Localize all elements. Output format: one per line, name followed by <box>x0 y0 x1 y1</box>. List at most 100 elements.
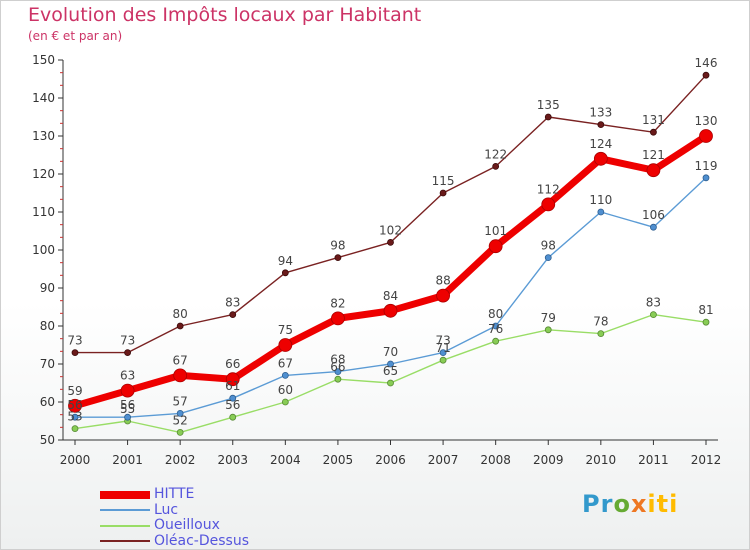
data-point-luc <box>176 409 184 417</box>
y-tick-label: 60 <box>40 395 55 409</box>
data-point-oleac-dessus <box>597 121 605 128</box>
x-tick-label: 2008 <box>480 453 511 467</box>
data-label-oleac-dessus: 73 <box>120 334 135 348</box>
data-label-oleac-dessus: 80 <box>173 307 188 321</box>
data-point-hitte <box>699 129 713 143</box>
data-label-hitte: 63 <box>120 369 135 383</box>
data-label-oleac-dessus: 73 <box>67 334 82 348</box>
data-point-oueilloux <box>650 311 657 319</box>
data-label-hitte: 75 <box>278 323 293 337</box>
logo-part-3: x <box>630 490 648 518</box>
data-point-oueilloux <box>702 318 710 326</box>
data-label-oueilloux: 55 <box>120 402 135 416</box>
y-tick-label: 80 <box>40 319 55 333</box>
data-label-oleac-dessus: 115 <box>432 174 455 188</box>
y-tick-label: 150 <box>32 53 55 67</box>
y-tick-label: 90 <box>40 281 55 295</box>
data-point-oueilloux <box>439 356 447 364</box>
data-point-oleac-dessus <box>702 71 710 79</box>
data-point-oleac-dessus <box>387 238 394 246</box>
logo-part-2: o <box>613 490 631 518</box>
data-label-oleac-dessus: 146 <box>695 56 718 70</box>
data-label-luc: 119 <box>695 159 718 173</box>
data-label-oleac-dessus: 133 <box>589 106 612 120</box>
data-label-oueilloux: 79 <box>541 311 556 325</box>
x-tick-label: 2003 <box>217 453 248 467</box>
data-label-oleac-dessus: 135 <box>537 98 560 112</box>
data-point-oleac-dessus <box>124 349 131 357</box>
data-point-oueilloux <box>387 379 394 387</box>
data-label-oueilloux: 52 <box>173 413 188 427</box>
data-point-hitte <box>173 368 188 383</box>
data-point-luc <box>492 322 500 330</box>
data-point-luc <box>71 413 79 421</box>
x-tick-label: 2001 <box>112 453 143 467</box>
data-point-hitte <box>646 163 661 178</box>
legend-label: Oueilloux <box>154 517 220 534</box>
logo-part-4: iti <box>647 490 679 518</box>
data-point-oueilloux <box>334 375 342 383</box>
data-label-oueilloux: 83 <box>646 296 661 310</box>
data-point-oueilloux <box>597 330 605 338</box>
data-point-oleac-dessus <box>492 162 500 170</box>
y-tick-label: 50 <box>40 433 55 447</box>
data-label-luc: 68 <box>330 353 345 367</box>
legend-swatch <box>100 490 150 499</box>
data-label-luc: 61 <box>225 379 240 393</box>
data-point-oueilloux <box>492 337 500 345</box>
logo-part-1: Pr <box>582 490 614 518</box>
legend-item: Oléac-Dessus <box>100 532 249 550</box>
data-point-oleac-dessus <box>650 128 657 136</box>
data-point-luc <box>702 174 710 182</box>
legend-item: Oueilloux <box>100 518 249 534</box>
legend-label: Oléac-Dessus <box>154 532 249 549</box>
legend-swatch <box>100 524 150 527</box>
data-label-luc: 67 <box>278 356 293 370</box>
x-tick-label: 2002 <box>165 453 196 467</box>
data-label-hitte: 88 <box>435 274 450 288</box>
data-label-oleac-dessus: 131 <box>642 113 665 127</box>
data-point-hitte <box>436 288 450 303</box>
data-label-hitte: 84 <box>383 289 398 303</box>
data-label-hitte: 66 <box>225 357 240 371</box>
data-point-hitte <box>383 303 398 318</box>
data-point-oleac-dessus <box>229 311 237 319</box>
y-tick-label: 130 <box>32 129 55 143</box>
data-label-hitte: 112 <box>537 182 560 196</box>
data-point-oleac-dessus <box>544 113 552 121</box>
data-point-luc <box>387 360 394 368</box>
data-point-oueilloux <box>544 326 552 334</box>
x-tick-label: 2000 <box>60 453 91 467</box>
data-label-oueilloux: 60 <box>278 383 293 397</box>
y-tick-label: 70 <box>40 357 55 371</box>
legend-item: HITTE <box>100 487 249 503</box>
data-point-luc <box>597 208 605 216</box>
y-tick-label: 140 <box>32 91 55 105</box>
data-label-oueilloux: 53 <box>67 410 82 424</box>
data-point-hitte <box>541 197 556 212</box>
chart-subtitle: (en € et par an) <box>28 29 123 43</box>
data-point-hitte <box>120 383 135 398</box>
data-point-luc <box>544 254 552 262</box>
data-point-luc <box>229 394 237 402</box>
legend-swatch <box>100 509 150 512</box>
data-label-hitte: 121 <box>642 148 665 162</box>
data-point-oueilloux <box>176 428 184 436</box>
data-label-luc: 106 <box>642 208 665 222</box>
data-label-luc: 98 <box>541 239 556 253</box>
data-point-luc <box>334 368 342 376</box>
data-point-luc <box>439 349 447 357</box>
data-label-oleac-dessus: 94 <box>278 254 293 268</box>
x-tick-label: 2010 <box>586 453 617 467</box>
data-label-luc: 80 <box>488 307 503 321</box>
data-point-hitte <box>593 151 608 166</box>
legend-label: HITTE <box>154 486 195 503</box>
legend-item: Luc <box>100 502 249 519</box>
data-point-hitte <box>331 311 345 326</box>
data-point-hitte <box>488 239 503 254</box>
data-label-oleac-dessus: 102 <box>379 223 402 237</box>
data-point-luc <box>281 371 289 379</box>
data-label-oueilloux: 56 <box>225 398 240 412</box>
